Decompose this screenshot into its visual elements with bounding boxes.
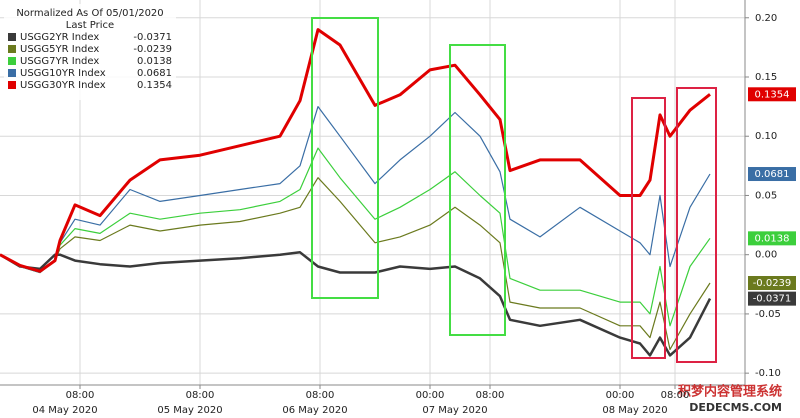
series-line [0, 177, 711, 351]
legend-label: USGG5YR Index [20, 44, 99, 55]
legend-value: 0.0138 [137, 56, 172, 67]
legend-label: USGG10YR Index [20, 68, 106, 79]
x-tick-label: 08:00 [306, 390, 335, 401]
y-tick-label: 0.05 [755, 190, 777, 201]
value-tag-label: 0.0138 [755, 233, 790, 244]
legend-title: Normalized As Of 05/01/2020 [16, 8, 163, 19]
y-tick-label: -0.10 [755, 368, 781, 379]
highlight-box [676, 87, 717, 363]
watermark: 积梦内容管理系统 [678, 384, 782, 400]
legend-swatch [8, 45, 16, 53]
y-tick-label: 0.10 [755, 131, 777, 142]
date-label: 05 May 2020 [157, 405, 222, 416]
legend-box [4, 4, 176, 100]
legend-label: USGG2YR Index [20, 32, 99, 43]
x-tick-label: 08:00 [476, 390, 505, 401]
series-line [0, 147, 711, 327]
watermark: DEDECMS.COM [689, 401, 782, 414]
y-tick-label: -0.05 [755, 309, 781, 320]
series-line [0, 28, 711, 273]
series-line [0, 106, 711, 274]
value-tag-label: -0.0239 [753, 278, 792, 289]
date-label: 08 May 2020 [602, 405, 667, 416]
legend-value: 0.0681 [137, 68, 172, 79]
date-label: 07 May 2020 [422, 405, 487, 416]
legend-label: USGG30YR Index [20, 80, 106, 91]
legend-swatch [8, 69, 16, 77]
legend-swatch [8, 33, 16, 41]
y-tick-label: 0.15 [755, 72, 777, 83]
legend-value: 0.1354 [137, 80, 172, 91]
legend-subtitle: Last Price [66, 20, 114, 31]
highlight-box [311, 17, 379, 299]
x-tick-label: 08:00 [66, 390, 95, 401]
value-tag [748, 87, 796, 102]
legend-value: -0.0239 [133, 44, 172, 55]
y-tick-label: 0.20 [755, 13, 777, 24]
value-tag [748, 276, 796, 291]
date-label: 04 May 2020 [32, 405, 97, 416]
x-tick-label: 08:00 [661, 390, 690, 401]
legend-swatch [8, 81, 16, 89]
value-tag [748, 291, 796, 306]
x-tick-label: 00:00 [416, 390, 445, 401]
x-tick-label: 08:00 [186, 390, 215, 401]
highlight-box [449, 44, 506, 336]
value-tag [748, 167, 796, 182]
legend: Normalized As Of 05/01/2020 Last Price U… [4, 4, 176, 100]
legend-value: -0.0371 [133, 32, 172, 43]
value-tag-label: 0.0681 [755, 169, 790, 180]
value-tag-label: -0.0371 [753, 294, 792, 305]
x-tick-label: 00:00 [606, 390, 635, 401]
y-tick-label: 0.00 [755, 250, 777, 261]
series-line [0, 251, 712, 357]
value-tag [748, 231, 796, 246]
legend-label: USGG7YR Index [20, 56, 99, 67]
highlight-box [631, 97, 666, 359]
lines [0, 28, 712, 357]
value-tag-label: 0.1354 [755, 89, 790, 100]
date-label: 06 May 2020 [282, 405, 347, 416]
legend-swatch [8, 57, 16, 65]
